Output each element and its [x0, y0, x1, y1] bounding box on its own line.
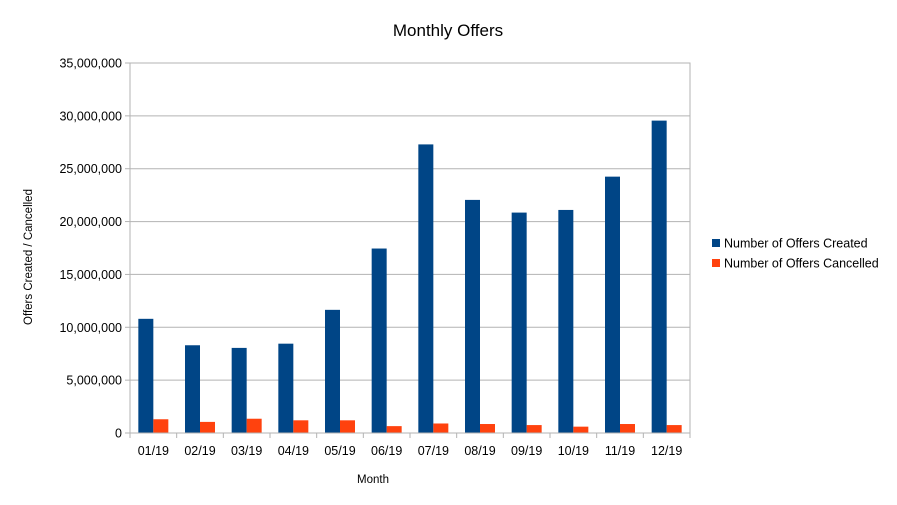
x-tick-label: 10/19: [558, 444, 589, 458]
y-tick-label: 0: [115, 427, 122, 441]
y-tick-label: 35,000,000: [59, 57, 122, 71]
y-tick-label: 15,000,000: [59, 268, 122, 282]
legend-swatch: [712, 259, 720, 267]
x-tick-label: 08/19: [464, 444, 495, 458]
x-tick-label: 06/19: [371, 444, 402, 458]
x-tick-label: 09/19: [511, 444, 542, 458]
bar-offers-cancelled: [620, 424, 635, 433]
bar-offers-created: [465, 199, 480, 433]
y-tick-label: 5,000,000: [66, 374, 122, 388]
x-axis-label: Month: [357, 474, 389, 486]
axes: [129, 62, 691, 438]
x-tick-label: 04/19: [278, 444, 309, 458]
bar-offers-created: [231, 347, 247, 433]
bar-offers-created: [605, 176, 620, 433]
x-tick-label: 01/19: [138, 444, 169, 458]
x-tick-labels: 01/19 02/19 03/19 04/19 05/19 06/19 07/19 08/19…: [138, 444, 683, 458]
legend-swatch: [712, 239, 720, 247]
legend-label: Number of Offers Created: [724, 237, 868, 251]
y-tick-label: 20,000,000: [59, 215, 122, 229]
bar-offers-cancelled: [433, 423, 449, 433]
bars: [138, 120, 682, 433]
x-tick-label: 12/19: [651, 444, 682, 458]
bar-offers-cancelled: [200, 421, 215, 433]
bar-offers-created: [511, 212, 527, 433]
x-tick-label: 11/19: [605, 444, 635, 458]
bar-offers-created: [418, 144, 434, 433]
bar-offers-created: [371, 248, 387, 433]
bar-offers-cancelled: [480, 424, 495, 433]
x-tick-label: 02/19: [184, 444, 215, 458]
bar-offers-cancelled: [386, 426, 402, 433]
bar-offers-created: [278, 343, 294, 433]
bar-offers-created: [558, 209, 574, 433]
bar-offers-cancelled: [573, 426, 589, 433]
legend-label: Number of Offers Cancelled: [724, 257, 879, 271]
bar-offers-created: [138, 318, 154, 433]
bar-offers-created: [651, 120, 667, 433]
y-tick-label: 10,000,000: [59, 321, 122, 335]
bar-offers-created: [325, 309, 340, 433]
bar-offers-cancelled: [526, 425, 542, 433]
y-axis-label: Offers Created / Cancelled: [23, 189, 35, 325]
x-tick-label: 03/19: [231, 444, 262, 458]
bar-offers-cancelled: [293, 420, 309, 433]
bar-offers-cancelled: [340, 420, 355, 433]
bar-offers-created: [185, 345, 200, 433]
legend: Number of Offers Created Number of Offers…: [712, 237, 879, 271]
y-tick-label: 30,000,000: [59, 109, 122, 123]
y-tick-labels: 0 5,000,000 10,000,000 15,000,000 20,000,000…: [59, 57, 122, 441]
y-tick-label: 25,000,000: [59, 162, 122, 176]
bar-offers-cancelled: [246, 418, 262, 433]
bar-offers-cancelled: [666, 425, 682, 433]
x-tick-label: 07/19: [418, 444, 449, 458]
bar-offers-cancelled: [153, 419, 169, 433]
x-tick-label: 05/19: [324, 444, 355, 458]
chart-title: Monthly Offers: [393, 21, 503, 40]
